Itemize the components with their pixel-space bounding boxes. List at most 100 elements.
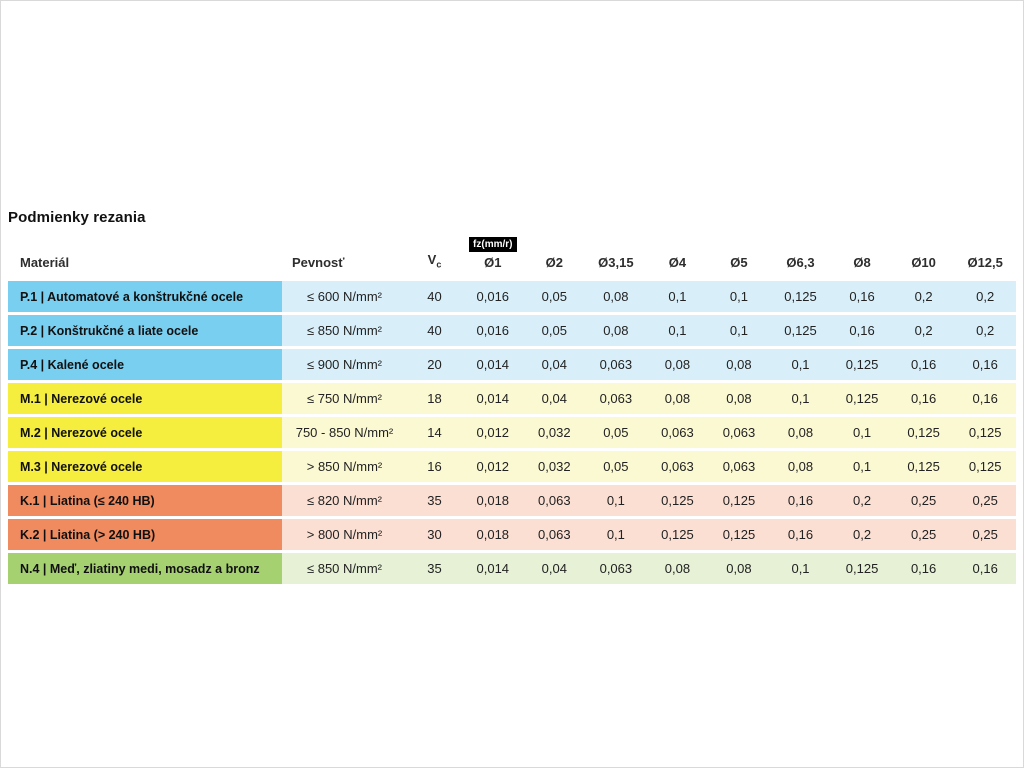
feed-cell: 0,1: [831, 417, 893, 448]
feed-cell: 0,1: [769, 553, 832, 584]
table-row: P.2 | Konštrukčné a liate ocele ≤ 850 N/m…: [8, 315, 1016, 346]
feed-cell: 0,04: [523, 383, 586, 414]
strength-cell: ≤ 850 N/mm²: [282, 315, 407, 346]
strength-cell: ≤ 750 N/mm²: [282, 383, 407, 414]
header-d8: Ø10: [911, 255, 936, 270]
vc-cell: 35: [407, 485, 462, 516]
material-cell: M.1 | Nerezové ocele: [8, 383, 282, 414]
feed-cell: 0,1: [831, 451, 893, 482]
feed-cell: 0,016: [462, 281, 524, 312]
feed-cell: 0,1: [769, 383, 832, 414]
feed-cell: 0,125: [708, 485, 770, 516]
header-vc: Vc: [407, 235, 462, 278]
feed-cell: 0,2: [892, 315, 955, 346]
table-row: M.2 | Nerezové ocele 750 - 850 N/mm² 14 0,0…: [8, 417, 1016, 448]
vc-cell: 16: [407, 451, 462, 482]
feed-cell: 0,16: [831, 315, 893, 346]
vc-cell: 40: [407, 315, 462, 346]
feed-cell: 0,16: [954, 553, 1016, 584]
table-row: N.4 | Meď, zliatiny medi, mosadz a bronz…: [8, 553, 1016, 584]
table-body: P.1 | Automatové a konštrukčné ocele ≤ 60…: [8, 281, 1016, 584]
feed-cell: 0,16: [892, 383, 955, 414]
page-title: Podmienky rezania: [8, 209, 146, 226]
feed-cell: 0,08: [646, 553, 709, 584]
strength-cell: > 850 N/mm²: [282, 451, 407, 482]
material-cell: P.1 | Automatové a konštrukčné ocele: [8, 281, 282, 312]
feed-cell: 0,063: [523, 485, 586, 516]
material-cell: N.4 | Meď, zliatiny medi, mosadz a bronz: [8, 553, 282, 584]
feed-cell: 0,014: [462, 553, 524, 584]
feed-cell: 0,08: [646, 349, 709, 380]
vc-cell: 40: [407, 281, 462, 312]
feed-cell: 0,018: [462, 519, 524, 550]
feed-cell: 0,063: [585, 383, 647, 414]
feed-cell: 0,014: [462, 349, 524, 380]
feed-cell: 0,2: [892, 281, 955, 312]
feed-cell: 0,05: [585, 451, 647, 482]
cutting-conditions-table: Materiál Pevnosť Vc fz(mm/r) Ø1 Ø2 Ø3,15…: [8, 232, 1016, 587]
feed-cell: 0,1: [708, 281, 770, 312]
material-cell: P.2 | Konštrukčné a liate ocele: [8, 315, 282, 346]
header-d7: Ø8: [853, 255, 871, 270]
feed-cell: 0,063: [646, 417, 709, 448]
feed-cell: 0,063: [523, 519, 586, 550]
feed-cell: 0,125: [769, 281, 832, 312]
feed-cell: 0,05: [523, 315, 586, 346]
material-cell: K.2 | Liatina (> 240 HB): [8, 519, 282, 550]
feed-cell: 0,125: [831, 383, 893, 414]
vc-cell: 35: [407, 553, 462, 584]
header-row: Materiál Pevnosť Vc fz(mm/r) Ø1 Ø2 Ø3,15…: [8, 235, 1016, 278]
feed-cell: 0,16: [892, 349, 955, 380]
feed-cell: 0,125: [646, 519, 709, 550]
feed-cell: 0,014: [462, 383, 524, 414]
material-cell: M.2 | Nerezové ocele: [8, 417, 282, 448]
table-row: M.3 | Nerezové ocele > 850 N/mm² 16 0,012 0,…: [8, 451, 1016, 482]
header-d5: Ø5: [730, 255, 748, 270]
material-cell: K.1 | Liatina (≤ 240 HB): [8, 485, 282, 516]
feed-cell: 0,1: [769, 349, 832, 380]
feed-cell: 0,08: [708, 349, 770, 380]
feed-cell: 0,16: [954, 383, 1016, 414]
table-row: P.1 | Automatové a konštrukčné ocele ≤ 60…: [8, 281, 1016, 312]
feed-cell: 0,125: [831, 349, 893, 380]
feed-cell: 0,1: [646, 315, 709, 346]
feed-cell: 0,063: [585, 553, 647, 584]
table-row: M.1 | Nerezové ocele ≤ 750 N/mm² 18 0,014 0,…: [8, 383, 1016, 414]
strength-cell: > 800 N/mm²: [282, 519, 407, 550]
feed-cell: 0,25: [892, 519, 955, 550]
feed-cell: 0,032: [523, 451, 586, 482]
vc-cell: 30: [407, 519, 462, 550]
feed-cell: 0,125: [954, 451, 1016, 482]
header-material: Materiál: [20, 255, 70, 270]
header-strength: Pevnosť: [292, 255, 345, 270]
strength-cell: ≤ 850 N/mm²: [282, 553, 407, 584]
header-d2: Ø2: [545, 255, 563, 270]
feed-cell: 0,16: [831, 281, 893, 312]
feed-cell: 0,25: [954, 519, 1016, 550]
feed-cell: 0,1: [585, 485, 647, 516]
material-cell: M.3 | Nerezové ocele: [8, 451, 282, 482]
strength-cell: ≤ 900 N/mm²: [282, 349, 407, 380]
header-d1: fz(mm/r) Ø1: [462, 235, 524, 278]
feed-cell: 0,063: [708, 417, 770, 448]
feed-cell: 0,08: [646, 383, 709, 414]
feed-cell: 0,25: [892, 485, 955, 516]
feed-cell: 0,16: [769, 485, 832, 516]
feed-cell: 0,063: [585, 349, 647, 380]
header-d6: Ø6,3: [786, 255, 815, 270]
feed-cell: 0,125: [831, 553, 893, 584]
feed-cell: 0,05: [523, 281, 586, 312]
strength-cell: ≤ 820 N/mm²: [282, 485, 407, 516]
header-d3: Ø3,15: [598, 255, 634, 270]
feed-unit-badge: fz(mm/r): [469, 237, 517, 252]
feed-cell: 0,032: [523, 417, 586, 448]
feed-cell: 0,125: [646, 485, 709, 516]
feed-cell: 0,1: [708, 315, 770, 346]
feed-cell: 0,063: [646, 451, 709, 482]
feed-cell: 0,2: [954, 281, 1016, 312]
header-vc-sub: c: [436, 260, 442, 270]
feed-cell: 0,2: [954, 315, 1016, 346]
feed-cell: 0,08: [708, 553, 770, 584]
feed-cell: 0,018: [462, 485, 524, 516]
